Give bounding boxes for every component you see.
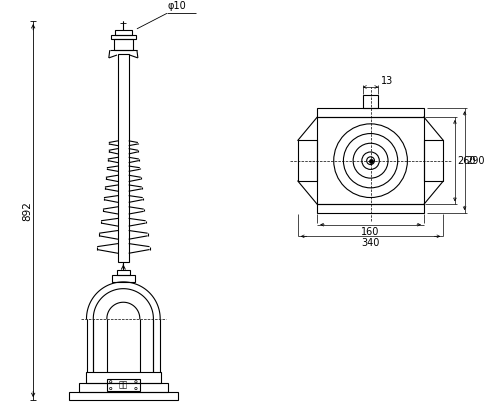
Bar [107,379,140,391]
Bar [86,372,161,383]
Bar [112,275,135,282]
Text: 名牌: 名牌 [119,380,128,390]
Bar [118,54,129,261]
Bar [424,140,444,181]
Text: φ10: φ10 [168,1,187,11]
Bar [317,117,424,204]
Text: 260: 260 [457,156,475,166]
Bar [116,270,130,275]
Text: 160: 160 [361,227,380,237]
Bar [115,30,132,35]
Bar [111,35,136,39]
Bar [114,39,133,50]
Bar [317,109,424,117]
Bar [317,204,424,213]
Text: 290: 290 [467,156,485,166]
Text: 13: 13 [381,76,394,86]
Bar [363,95,378,109]
Text: 340: 340 [361,238,380,248]
Bar [79,383,168,393]
Text: 892: 892 [22,201,32,220]
Bar [69,393,178,400]
Bar [298,140,317,181]
